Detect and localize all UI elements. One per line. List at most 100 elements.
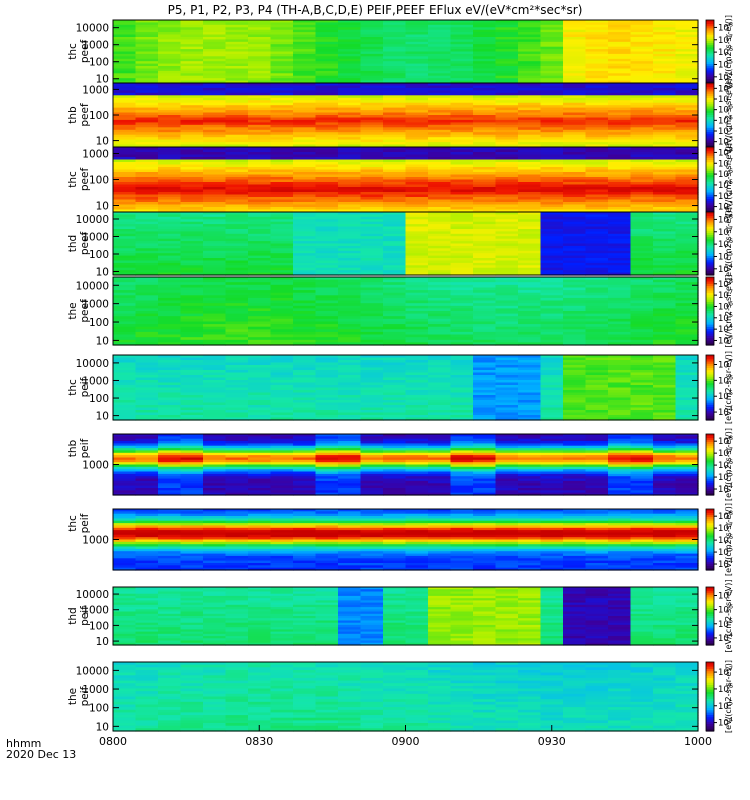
- heatmap-cell: [495, 152, 519, 156]
- heatmap-cell: [158, 226, 182, 230]
- heatmap-cell: [383, 63, 407, 67]
- colorbar-segment: [706, 407, 714, 410]
- heatmap-cell: [473, 272, 497, 276]
- heatmap-cell: [653, 162, 677, 166]
- heatmap-cell: [180, 112, 204, 116]
- heatmap-cell: [405, 85, 429, 89]
- heatmap-cell: [608, 221, 632, 225]
- heatmap-cell: [315, 192, 339, 196]
- heatmap-cell: [540, 147, 564, 151]
- colorbar-segment: [706, 359, 714, 363]
- heatmap-cell: [113, 61, 137, 65]
- heatmap-cell: [518, 434, 542, 437]
- heatmap-cell: [293, 300, 317, 304]
- heatmap-cell: [158, 407, 182, 411]
- heatmap-cell: [428, 272, 452, 276]
- heatmap-cell: [315, 290, 339, 294]
- heatmap-cell: [225, 277, 249, 281]
- heatmap-cell: [518, 152, 542, 156]
- heatmap-cell: [608, 37, 632, 40]
- heatmap-cell: [270, 392, 294, 396]
- heatmap-cell: [293, 452, 317, 456]
- heatmap-cell: [473, 372, 497, 376]
- heatmap-cell: [428, 127, 452, 131]
- heatmap-cell: [473, 412, 497, 416]
- heatmap-cell: [563, 107, 587, 111]
- heatmap-cell: [675, 197, 699, 201]
- heatmap-cell: [675, 90, 699, 94]
- heatmap-cell: [495, 313, 519, 317]
- heatmap-cell: [563, 483, 587, 487]
- heatmap-cell: [315, 34, 339, 38]
- heatmap-cell: [113, 450, 137, 454]
- heatmap-cell: [585, 174, 609, 178]
- heatmap-cell: [675, 110, 699, 114]
- heatmap-cell: [248, 412, 272, 416]
- heatmap-cell: [293, 342, 317, 346]
- heatmap-cell: [248, 357, 272, 361]
- heatmap-cell: [653, 226, 677, 230]
- colorbar-segment: [706, 230, 714, 234]
- heatmap-cell: [338, 34, 362, 38]
- heatmap-cell: [450, 277, 474, 281]
- heatmap-cell: [203, 20, 227, 23]
- heatmap-cell: [540, 51, 564, 55]
- heatmap-cell: [428, 260, 452, 264]
- heatmap-cell: [563, 279, 587, 283]
- heatmap-cell: [315, 473, 339, 477]
- heatmap-cell: [338, 279, 362, 283]
- colorbar-segment: [706, 228, 714, 232]
- heatmap-cell: [293, 221, 317, 225]
- heatmap-cell: [315, 51, 339, 55]
- heatmap-cell: [428, 441, 452, 444]
- colorbar-segment: [706, 415, 714, 419]
- heatmap-cell: [450, 324, 474, 328]
- heatmap-cell: [135, 452, 159, 456]
- heatmap-cell: [450, 46, 474, 50]
- heatmap-cell: [473, 377, 497, 381]
- heatmap-cell: [383, 316, 407, 320]
- heatmap-cell: [360, 370, 384, 374]
- heatmap-cell: [653, 107, 677, 111]
- heatmap-cell: [360, 480, 384, 484]
- heatmap-cell: [563, 441, 587, 444]
- heatmap-cell: [383, 202, 407, 206]
- heatmap-cell: [518, 313, 542, 317]
- heatmap-cell: [270, 214, 294, 218]
- y-tick-label: 10: [96, 411, 109, 423]
- heatmap-cell: [405, 24, 429, 28]
- heatmap-cell: [248, 457, 272, 461]
- heatmap-cell: [360, 117, 384, 121]
- heatmap-cell: [518, 157, 542, 161]
- heatmap-cell: [675, 329, 699, 333]
- heatmap-cell: [360, 441, 384, 444]
- heatmap-cell: [585, 204, 609, 208]
- heatmap-cell: [338, 105, 362, 109]
- heatmap-cell: [225, 37, 249, 40]
- colorbar-tick-label: 108: [718, 277, 733, 290]
- heatmap-cell: [158, 438, 182, 442]
- heatmap-cell: [495, 250, 519, 254]
- heatmap-cell: [383, 83, 407, 87]
- heatmap-cell: [293, 189, 317, 193]
- heatmap-cell: [315, 367, 339, 371]
- heatmap-cell: [495, 179, 519, 183]
- heatmap-cell: [360, 342, 384, 346]
- heatmap-cell: [630, 194, 654, 198]
- heatmap-cell: [540, 265, 564, 269]
- heatmap-cell: [383, 149, 407, 153]
- heatmap-cell: [540, 372, 564, 376]
- heatmap-cell: [293, 27, 317, 31]
- heatmap-cell: [158, 192, 182, 196]
- heatmap-cell: [270, 362, 294, 366]
- heatmap-cell: [180, 233, 204, 237]
- heatmap-cell: [540, 318, 564, 322]
- colorbar-segment: [706, 256, 714, 259]
- heatmap-cell: [675, 56, 699, 60]
- heatmap-cell: [203, 324, 227, 328]
- heatmap-cell: [630, 313, 654, 317]
- heatmap-cell: [248, 334, 272, 338]
- colorbar-segment: [706, 277, 714, 280]
- heatmap-cell: [338, 485, 362, 489]
- heatmap-cell: [473, 184, 497, 188]
